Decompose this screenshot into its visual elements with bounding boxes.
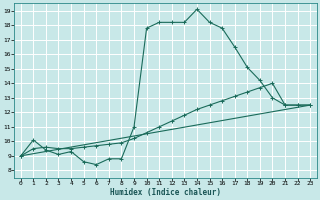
X-axis label: Humidex (Indice chaleur): Humidex (Indice chaleur): [110, 188, 221, 197]
